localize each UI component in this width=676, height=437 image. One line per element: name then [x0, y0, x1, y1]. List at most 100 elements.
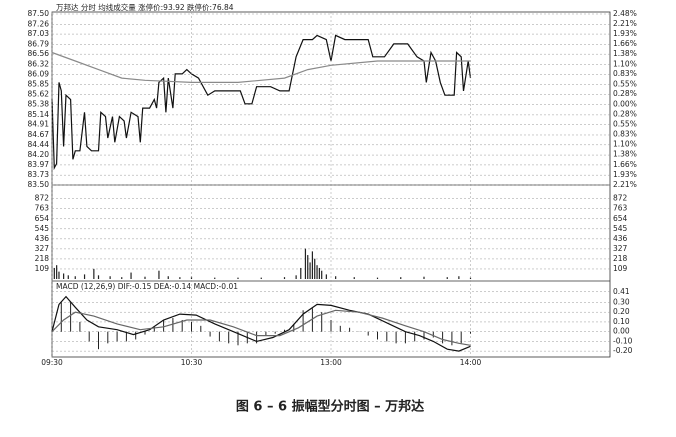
bar — [423, 276, 425, 279]
y-tick-label: 763 — [35, 204, 50, 213]
y2-tick-label: 0.00 — [613, 327, 630, 336]
y-tick-label: 87.03 — [28, 29, 50, 38]
y-tick-label: 86.32 — [28, 59, 50, 68]
y-tick-label: 85.85 — [28, 80, 50, 89]
bar — [400, 277, 402, 279]
y2-tick-label: 0.41 — [613, 287, 630, 296]
x-tick-label: 10:30 — [181, 358, 203, 367]
bar — [284, 329, 285, 332]
y-tick-label: 83.50 — [28, 180, 50, 189]
bar — [367, 331, 369, 336]
y-tick-label: 86.79 — [28, 39, 50, 48]
bar — [237, 277, 239, 279]
series-line — [51, 295, 471, 352]
bar — [302, 310, 304, 332]
bar — [404, 331, 406, 344]
bar — [98, 331, 99, 350]
bar — [311, 308, 313, 332]
bar — [130, 272, 132, 279]
y2-tick-label: 0.00% — [613, 99, 637, 108]
bar — [293, 323, 295, 332]
y-tick-label-right: 218 — [613, 254, 628, 263]
series-line — [51, 34, 472, 171]
y-tick-label: 872 — [35, 194, 50, 203]
y-tick-label: 83.97 — [28, 160, 50, 169]
y-tick-label: 84.91 — [28, 120, 50, 129]
bar — [83, 274, 86, 279]
bar — [295, 275, 297, 279]
bar — [314, 258, 316, 279]
bar — [107, 331, 109, 344]
y-tick-label: 85.38 — [28, 100, 50, 109]
bar — [97, 275, 100, 279]
y-tick-label: 83.73 — [28, 170, 50, 179]
bar — [311, 251, 313, 279]
x-tick-label: 14:00 — [460, 358, 482, 367]
bar — [79, 321, 81, 332]
y-tick-label: 86.09 — [28, 69, 50, 78]
bar — [116, 331, 118, 342]
bar — [395, 331, 397, 344]
bar — [200, 325, 202, 332]
y2-tick-label: 2.48% — [613, 9, 637, 18]
bar — [67, 275, 69, 279]
y-tick-label: 87.50 — [28, 9, 50, 18]
bar — [237, 331, 239, 346]
y-tick-label-right: 872 — [613, 194, 628, 203]
series-line — [51, 51, 471, 83]
bar — [88, 331, 90, 342]
bar — [339, 325, 341, 332]
bar — [321, 312, 323, 332]
bar — [63, 273, 65, 279]
bar — [144, 276, 146, 279]
y2-tick-label: 0.10 — [613, 317, 630, 326]
x-tick-label: 09:30 — [41, 358, 63, 367]
y-tick-label: 436 — [35, 234, 50, 243]
bar — [53, 267, 55, 279]
bar — [256, 331, 258, 344]
y-tick-label: 654 — [35, 214, 50, 223]
y2-tick-label: 1.10% — [613, 59, 637, 68]
bar — [60, 302, 62, 332]
bar — [214, 277, 216, 279]
y2-tick-label: 2.21% — [613, 19, 637, 28]
bar — [451, 331, 453, 346]
bar — [432, 331, 434, 338]
y2-tick-label: 0.83% — [613, 69, 637, 78]
bar — [458, 276, 460, 279]
x-tick-label: 13:00 — [320, 358, 342, 367]
bar — [469, 277, 472, 279]
caption: 图 6 – 6 振幅型分时图 – 万邦达 — [236, 399, 424, 415]
y2-tick-label: 1.38% — [613, 150, 637, 159]
bar — [218, 331, 220, 342]
y-tick-label: 84.67 — [28, 130, 50, 139]
bar — [135, 331, 137, 340]
bar — [74, 276, 76, 279]
y-tick-label: 84.20 — [28, 150, 50, 159]
bar — [144, 331, 146, 335]
y2-tick-label: 0.55% — [613, 79, 637, 88]
bar — [414, 331, 416, 342]
bar — [167, 276, 169, 279]
bar — [163, 319, 165, 332]
chart-title: 万邦达 分时 均线成交量 涨停价:93.92 跌停价:76.84 — [56, 2, 234, 12]
bar — [470, 331, 471, 334]
y-tick-label: 85.62 — [28, 89, 50, 98]
bar — [70, 302, 72, 332]
y2-tick-label: 0.28% — [613, 110, 637, 119]
bar — [304, 248, 307, 279]
bar — [58, 271, 60, 279]
y2-tick-label: 1.10% — [613, 140, 637, 149]
bar — [209, 331, 211, 337]
y2-tick-label: -0.10 — [613, 336, 633, 345]
y2-tick-label: 1.66% — [613, 39, 637, 48]
bar — [121, 277, 123, 279]
y-tick-label-right: 436 — [613, 234, 628, 243]
bar — [386, 331, 388, 342]
bar — [125, 331, 127, 342]
y-tick-label: 85.14 — [28, 110, 50, 119]
bar — [377, 331, 378, 340]
y-tick-label: 86.56 — [28, 49, 50, 58]
bar — [158, 270, 160, 279]
